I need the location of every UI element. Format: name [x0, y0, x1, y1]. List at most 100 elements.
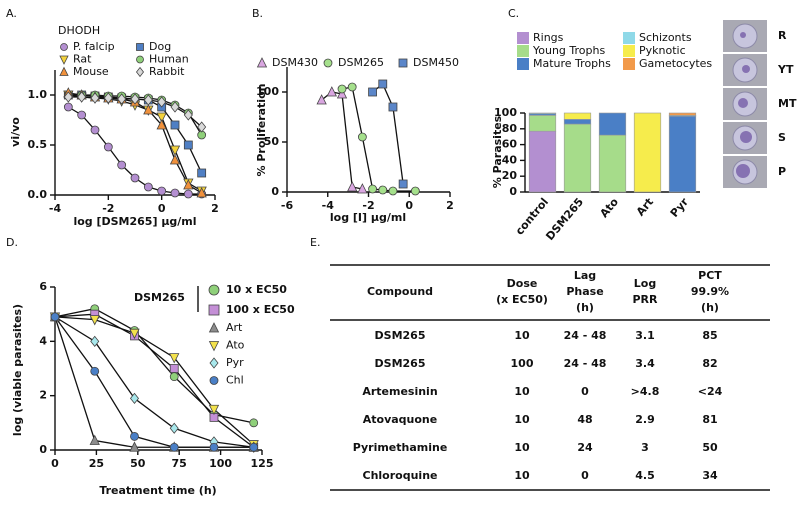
marker [169, 442, 179, 452]
legend-label: P. falcip [73, 40, 115, 53]
legend-swatch [517, 45, 529, 57]
table-cell: 82 [702, 357, 717, 370]
y-axis-label: vi/vo [9, 117, 22, 147]
table-cell: 48 [577, 413, 592, 426]
table-cell: 10 [514, 469, 530, 482]
bar-segment [563, 123, 592, 193]
table-cell: Chloroquine [363, 469, 438, 482]
marker [60, 43, 68, 51]
marker [326, 86, 337, 97]
marker [249, 418, 259, 428]
legend-title: DSM265 [134, 291, 185, 304]
marker [208, 341, 220, 352]
table-cell: 24 - 48 [564, 357, 607, 370]
marker [169, 145, 181, 156]
marker [169, 422, 179, 434]
legend-label: DSM450 [413, 56, 459, 69]
table-header: Dose [507, 277, 538, 290]
bar-segment [633, 112, 662, 193]
series-line [54, 316, 254, 448]
marker [129, 328, 140, 340]
marker [316, 94, 327, 105]
x-tick-label: Ato [597, 195, 621, 220]
marker [183, 179, 194, 190]
marker [89, 434, 100, 445]
legend-title: DHODH [58, 24, 100, 37]
y-tick-label: 60 [502, 138, 518, 151]
x-tick-label: 2 [446, 199, 454, 212]
x-tick-label: -2 [102, 202, 114, 215]
y-tick-label: 0.5 [28, 138, 48, 151]
table-cell: 0 [581, 469, 589, 482]
y-axis-label: % Proliferation [255, 84, 268, 177]
marker [183, 109, 193, 121]
marker [323, 58, 333, 68]
marker [63, 102, 73, 112]
marker [208, 304, 220, 316]
legend-label: Mature Trophs [533, 57, 611, 70]
marker [169, 364, 179, 373]
marker [117, 93, 127, 105]
cell-label: R [778, 29, 787, 42]
table-cell: 3.4 [635, 357, 655, 370]
table-cell: 4.5 [635, 469, 655, 482]
marker [103, 142, 113, 152]
series-line [372, 82, 404, 185]
marker [398, 179, 408, 189]
legend-label: Chl [226, 374, 244, 387]
marker [169, 353, 180, 364]
cell-parasite [740, 131, 752, 143]
marker [130, 173, 140, 183]
marker [196, 187, 207, 198]
cell-parasite [738, 98, 748, 108]
marker [117, 160, 127, 170]
marker [183, 140, 193, 150]
cell-label: MT [778, 97, 797, 110]
legend-label: Mouse [73, 65, 109, 78]
marker [136, 55, 144, 64]
x-tick-label: 2 [211, 202, 219, 215]
marker [209, 357, 219, 369]
x-tick-label: 75 [172, 457, 187, 470]
legend-label: Human [149, 53, 189, 66]
y-tick-label: 0 [271, 185, 279, 198]
table-header: PRR [632, 293, 658, 306]
table-cell: Pyrimethamine [353, 441, 448, 454]
marker [256, 57, 268, 68]
marker [156, 112, 167, 123]
marker [143, 182, 153, 192]
legend-label: Pyknotic [639, 44, 686, 57]
y-axis-label: % Parasites [491, 115, 504, 188]
marker [357, 183, 368, 194]
table-cell: 2.9 [635, 413, 655, 426]
marker [90, 335, 100, 347]
y-tick-label: 100 [256, 85, 279, 98]
y-tick-label: 2 [39, 389, 47, 402]
marker [197, 121, 207, 133]
y-tick-label: 20 [502, 169, 518, 182]
table-cell: 50 [702, 441, 718, 454]
x-tick-label: 100 [209, 457, 232, 470]
table-cell: 3.1 [635, 329, 655, 342]
marker [90, 125, 100, 135]
panel-label: C. [508, 7, 519, 20]
marker [143, 104, 154, 115]
y-tick-label: 6 [39, 280, 47, 293]
marker [337, 84, 347, 94]
legend-swatch [517, 58, 529, 70]
marker [89, 315, 100, 326]
marker [169, 372, 179, 382]
table-cell: 0 [581, 385, 589, 398]
cell-label: S [778, 131, 786, 144]
legend-label: Rings [533, 31, 564, 44]
marker [357, 132, 367, 142]
legend-label: Rabbit [149, 65, 185, 78]
x-tick-label: -4 [49, 202, 62, 215]
x-tick-label: -4 [322, 199, 335, 212]
table-cell: DSM265 [375, 357, 426, 370]
legend-label: Gametocytes [639, 57, 712, 70]
bar-segment [528, 115, 557, 132]
series-line [54, 308, 254, 424]
cell-parasite [736, 164, 750, 178]
